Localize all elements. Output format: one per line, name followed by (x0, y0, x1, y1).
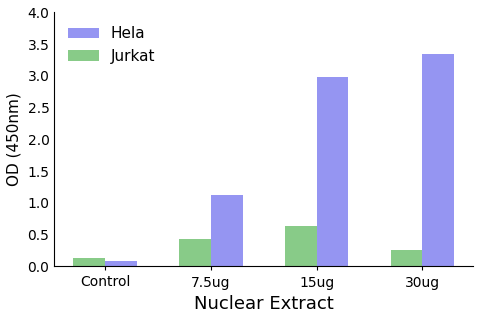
Legend: Hela, Jurkat: Hela, Jurkat (62, 20, 161, 70)
Bar (73, 258, 105, 267)
X-axis label: Nuclear Extract: Nuclear Extract (194, 295, 334, 313)
Bar (285, 226, 317, 267)
Bar (105, 261, 137, 267)
Bar (317, 77, 348, 267)
Bar (211, 195, 242, 267)
Bar (179, 239, 211, 267)
Bar (422, 54, 454, 267)
Y-axis label: OD (450nm): OD (450nm) (7, 92, 22, 186)
Bar (391, 250, 422, 267)
